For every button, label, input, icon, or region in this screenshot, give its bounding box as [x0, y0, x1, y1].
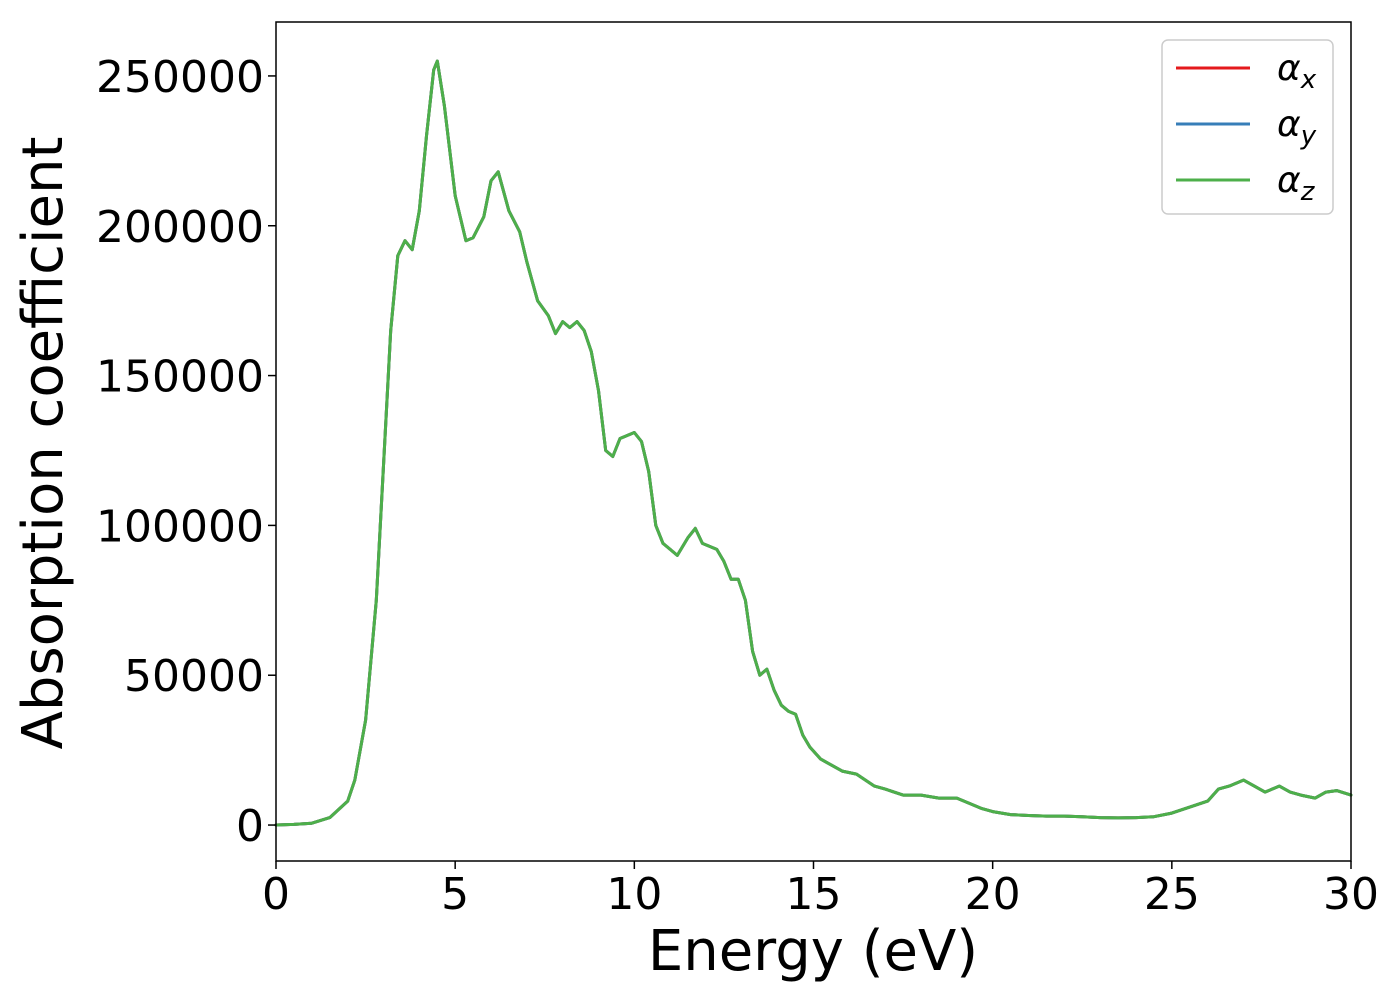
y-tick-label: 100000: [96, 501, 264, 552]
x-axis-ticks: 0 5 10 15 20 25 30: [262, 861, 1379, 920]
x-tick-label: 0: [262, 869, 290, 920]
x-tick-label: 25: [1144, 869, 1200, 920]
series-line-z: [274, 59, 1353, 827]
x-tick-label: 10: [606, 869, 662, 920]
y-tick-label: 0: [236, 801, 264, 852]
y-axis-ticks: 0 50000 100000 150000 200000 250000: [96, 52, 276, 852]
x-axis-label: Energy (eV): [648, 919, 978, 984]
y-axis-label: Absorption coefficient: [11, 137, 76, 750]
x-tick-label: 20: [965, 869, 1021, 920]
legend-label-z: αz: [1277, 160, 1316, 207]
legend-label-y: αy: [1277, 104, 1317, 151]
legend: αx αy αz: [1161, 39, 1334, 215]
x-tick-label: 15: [786, 869, 842, 920]
x-tick-label: 30: [1323, 869, 1379, 920]
legend-label-x: αx: [1277, 48, 1317, 95]
legend-box: [1161, 39, 1334, 215]
y-tick-label: 150000: [96, 352, 264, 403]
y-tick-label: 250000: [96, 52, 264, 103]
x-tick-label: 5: [441, 869, 469, 920]
y-tick-label: 200000: [96, 202, 264, 253]
y-tick-label: 50000: [124, 651, 264, 702]
